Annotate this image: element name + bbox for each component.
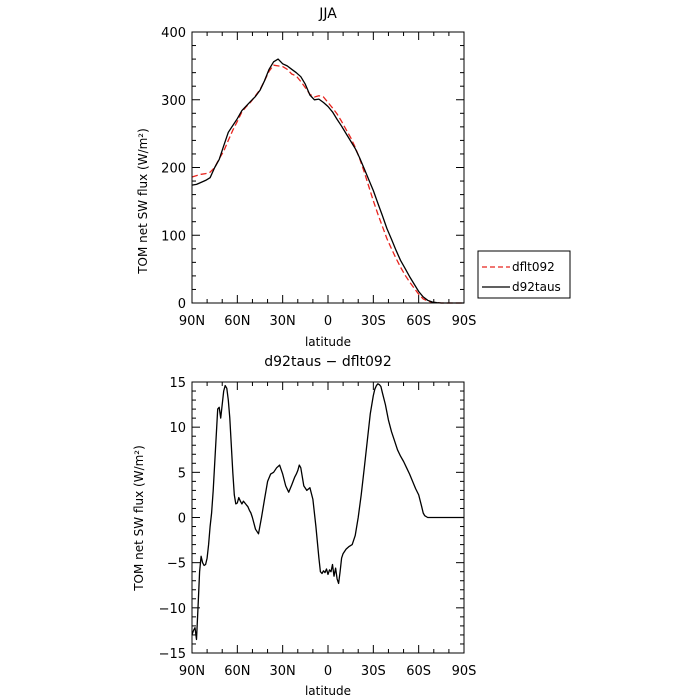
top-panel-xlabel: latitude [305, 335, 351, 349]
bottom-y-tick-label: −5 [167, 557, 186, 572]
bottom-y-tick-label: 5 [178, 466, 186, 481]
top-x-tick-label: 30N [270, 314, 296, 329]
bottom-panel-ylabel: TOM net SW flux (W/m²) [132, 445, 146, 592]
bottom-panel-title: d92taus − dflt092 [264, 354, 391, 370]
top-series-line-dflt092 [191, 64, 464, 304]
top-x-tick-label: 90N [179, 314, 205, 329]
bottom-x-tick-label: 0 [324, 664, 332, 679]
legend: dflt092 d92taus [477, 250, 571, 299]
bottom-series-line-series-0 [191, 383, 464, 641]
top-y-tick-label: 0 [178, 297, 186, 312]
bottom-panel-xlabel: latitude [305, 684, 351, 698]
top-x-tick-label: 30S [361, 314, 386, 329]
top-y-tick-label: 400 [161, 26, 186, 41]
top-y-tick-label: 300 [161, 94, 186, 109]
bottom-x-tick-label: 30S [361, 664, 386, 679]
bottom-x-tick-label: 90N [179, 664, 205, 679]
bottom-x-tick-label: 60N [224, 664, 250, 679]
bottom-y-tick-label: 15 [169, 376, 186, 391]
bottom-y-tick-label: 0 [178, 512, 186, 527]
legend-box [477, 250, 571, 299]
top-panel-series [191, 58, 464, 304]
top-panel-ticks: 90N 60N 30N 0 30S 60S 90S 0 100 200 300 400 [161, 26, 476, 329]
top-x-tick-label: 0 [324, 314, 332, 329]
top-panel: JJA TOM net SW flux (W/m²) latitude 90N 6… [136, 6, 571, 349]
top-y-tick-label: 100 [161, 229, 186, 244]
legend-label-d92taus: d92taus [512, 280, 561, 294]
bottom-y-tick-label: −10 [159, 602, 186, 617]
bottom-panel-series [191, 383, 464, 641]
top-panel-title: JJA [318, 6, 337, 22]
top-x-tick-label: 90S [452, 314, 477, 329]
bottom-x-tick-label: 60S [406, 664, 431, 679]
legend-label-dflt092: dflt092 [512, 260, 555, 274]
bottom-y-tick-label: −15 [159, 647, 186, 662]
bottom-panel-frame [191, 381, 465, 654]
top-series-line-d92taus [191, 58, 464, 304]
top-panel-ylabel: TOM net SW flux (W/m²) [136, 128, 150, 275]
top-x-tick-label: 60N [224, 314, 250, 329]
top-x-tick-label: 60S [406, 314, 431, 329]
top-y-tick-label: 200 [161, 162, 186, 177]
top-panel-frame [191, 31, 465, 304]
bottom-x-tick-label: 90S [452, 664, 477, 679]
bottom-x-tick-label: 30N [270, 664, 296, 679]
bottom-y-tick-label: 10 [169, 421, 186, 436]
bottom-panel-ticks: 90N 60N 30N 0 30S 60S 90S −15 −10 −5 0 5 10 15 [159, 376, 477, 679]
bottom-panel: d92taus − dflt092 TOM net SW flux (W/m²)… [132, 354, 476, 698]
